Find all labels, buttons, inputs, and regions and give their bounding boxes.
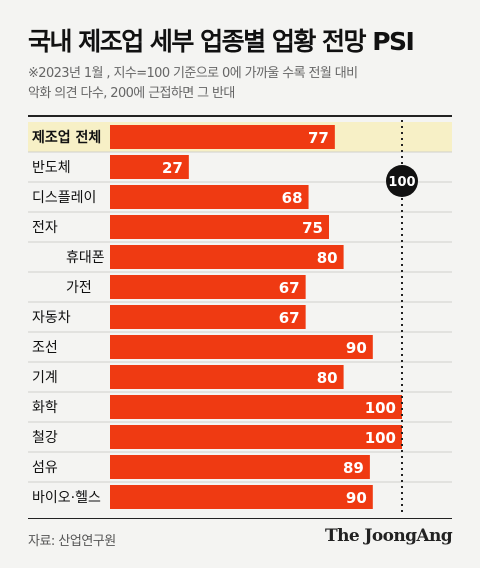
category-label: 휴대폰 bbox=[66, 250, 105, 266]
reference-marker bbox=[386, 165, 418, 197]
bar bbox=[110, 455, 370, 479]
bottom-divider bbox=[28, 518, 452, 519]
value-label: 80 bbox=[317, 369, 338, 387]
value-label: 75 bbox=[302, 219, 323, 237]
category-label: 자동차 bbox=[32, 310, 71, 326]
chart-subtitle: ※2023년 1월 , 지수=100 기준으로 0에 가까울 수록 전월 대비 … bbox=[28, 64, 458, 104]
subtitle-line: ※2023년 1월 , 지수=100 기준으로 0에 가까울 수록 전월 대비 bbox=[28, 66, 358, 81]
top-divider bbox=[28, 115, 452, 117]
value-label: 100 bbox=[365, 429, 396, 447]
bar bbox=[110, 125, 335, 149]
bar bbox=[110, 425, 402, 449]
bar-chart: 제조업 전체 77 반도체 27 디스플레이 68 전자 75 휴대폰 80 가전 67 자동차 67 조선… bbox=[28, 120, 452, 512]
category-label: 디스플레이 bbox=[32, 190, 96, 206]
source-note: 자료: 산업연구원 bbox=[28, 534, 116, 549]
category-label: 전자 bbox=[32, 220, 58, 236]
bar bbox=[110, 155, 189, 179]
value-label: 67 bbox=[279, 309, 300, 327]
value-label: 80 bbox=[317, 249, 338, 267]
value-label: 89 bbox=[343, 459, 364, 477]
bar bbox=[110, 335, 373, 359]
bar bbox=[110, 485, 373, 509]
bar bbox=[110, 305, 306, 329]
reference-label: 100 bbox=[388, 175, 415, 190]
category-label: 화학 bbox=[32, 400, 58, 416]
bar bbox=[110, 365, 344, 389]
value-label: 100 bbox=[365, 399, 396, 417]
chart-title: 국내 제조업 세부 업종별 업황 전망 PSI bbox=[28, 27, 415, 56]
subtitle-line: 악화 의견 다수, 200에 근접하면 그 반대 bbox=[28, 86, 235, 101]
category-label: 반도체 bbox=[32, 160, 71, 176]
value-label: 67 bbox=[279, 279, 300, 297]
brand-logo: The JoongAng bbox=[325, 526, 453, 546]
bar bbox=[110, 185, 309, 209]
value-label: 90 bbox=[346, 489, 367, 507]
category-label: 제조업 전체 bbox=[32, 129, 101, 146]
value-label: 90 bbox=[346, 339, 367, 357]
category-label: 철강 bbox=[32, 430, 58, 446]
value-label: 27 bbox=[162, 159, 183, 177]
value-label: 77 bbox=[308, 129, 329, 147]
value-label: 68 bbox=[282, 189, 303, 207]
bar bbox=[110, 275, 306, 299]
category-label: 바이오·헬스 bbox=[32, 490, 101, 506]
category-label: 가전 bbox=[66, 280, 92, 296]
bar bbox=[110, 395, 402, 419]
category-label: 기계 bbox=[32, 370, 58, 386]
bar bbox=[110, 215, 329, 239]
category-label: 섬유 bbox=[32, 460, 58, 476]
bar bbox=[110, 245, 344, 269]
category-label: 조선 bbox=[32, 340, 58, 356]
